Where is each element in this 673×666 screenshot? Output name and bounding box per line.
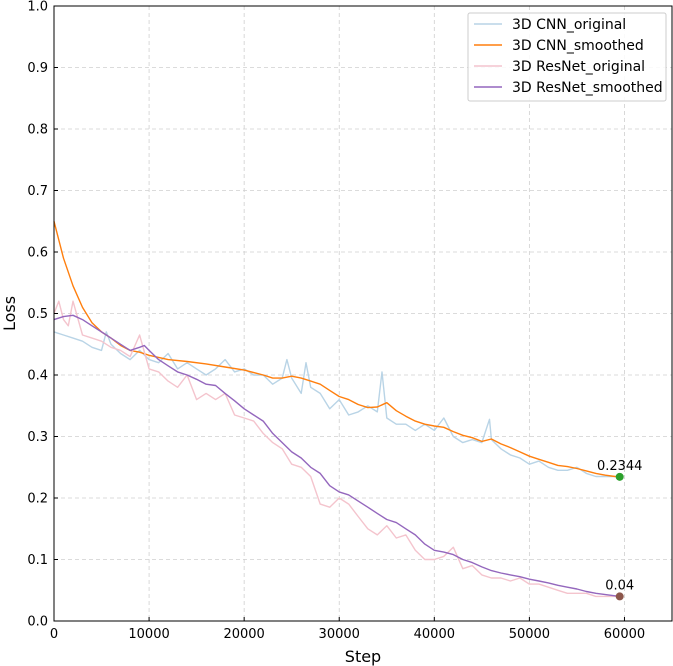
legend-label: 3D CNN_smoothed — [512, 38, 644, 54]
legend-label: 3D ResNet_original — [512, 59, 645, 75]
y-tick-label: 0.8 — [27, 123, 48, 138]
y-tick-label: 0.3 — [27, 430, 48, 445]
y-tick-label: 1.0 — [27, 0, 48, 15]
series-lines — [53, 221, 620, 598]
y-axis-label: Loss — [0, 296, 19, 331]
end-point-marker — [615, 592, 624, 601]
y-tick-label: 0.7 — [27, 184, 48, 199]
y-tick-label: 0.4 — [27, 369, 48, 384]
x-tick-label: 50000 — [509, 627, 550, 642]
y-tick-label: 0.0 — [27, 615, 48, 630]
series-line-3d-resnet-smoothed — [53, 314, 620, 598]
x-tick-label: 20000 — [223, 627, 264, 642]
x-tick-label: 40000 — [414, 627, 455, 642]
x-tick-label: 30000 — [319, 627, 360, 642]
legend-label: 3D CNN_original — [512, 17, 626, 33]
y-tick-label: 0.6 — [27, 246, 48, 261]
end-value-label: 0.04 — [605, 578, 634, 593]
legend-label: 3D ResNet_smoothed — [512, 80, 663, 96]
x-tick-label: 0 — [50, 627, 58, 642]
series-line-3d-resnet-original — [53, 300, 620, 598]
end-value-label: 0.2344 — [597, 459, 643, 474]
axis-ticks: 0 10000 20000 30000 40000 50000 60000 0.0 0.1 0.2… — [27, 0, 645, 642]
grid — [53, 5, 672, 622]
x-tick-label: 60000 — [604, 627, 645, 642]
legend: 3D CNN_original 3D CNN_smoothed 3D ResNet_… — [467, 12, 667, 102]
x-axis-label: Step — [345, 647, 381, 666]
series-line-3d-cnn-smoothed — [53, 221, 620, 478]
end-point-marker — [615, 472, 624, 481]
y-tick-label: 0.5 — [27, 307, 48, 322]
x-tick-label: 10000 — [128, 627, 169, 642]
y-tick-label: 0.2 — [27, 492, 48, 507]
legend-box — [467, 12, 667, 102]
y-tick-label: 0.1 — [27, 553, 48, 568]
y-tick-label: 0.9 — [27, 61, 48, 76]
end-annotations: 0.2344 0.04 — [597, 459, 643, 601]
series-line-3d-cnn-original — [53, 331, 620, 478]
